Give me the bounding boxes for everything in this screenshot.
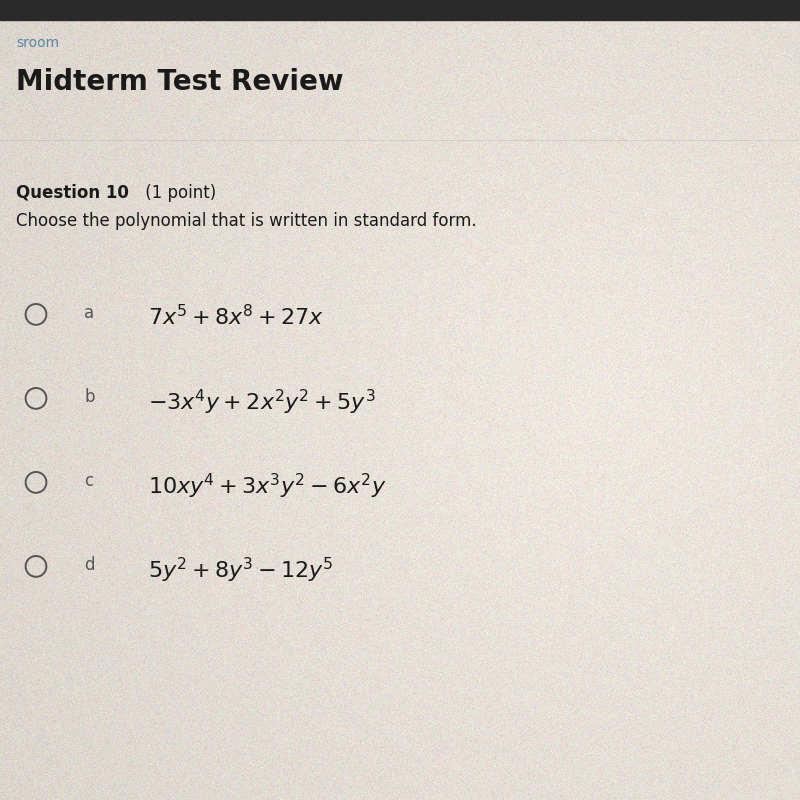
Text: $-3x^4y + 2x^2y^2 + 5y^3$: $-3x^4y + 2x^2y^2 + 5y^3$ <box>148 388 375 418</box>
Text: (1 point): (1 point) <box>140 184 216 202</box>
Text: Choose the polynomial that is written in standard form.: Choose the polynomial that is written in… <box>16 212 477 230</box>
Text: a: a <box>84 304 94 322</box>
Bar <box>0 0 800 20</box>
Text: Question 10: Question 10 <box>16 184 129 202</box>
Text: $5y^2 + 8y^3 - 12y^5$: $5y^2 + 8y^3 - 12y^5$ <box>148 556 334 585</box>
Text: $7x^5 + 8x^8 + 27x$: $7x^5 + 8x^8 + 27x$ <box>148 304 324 330</box>
Text: b: b <box>84 388 94 406</box>
Text: d: d <box>84 556 94 574</box>
Text: sroom: sroom <box>16 36 59 50</box>
Text: Midterm Test Review: Midterm Test Review <box>16 68 343 96</box>
Text: c: c <box>84 472 93 490</box>
Text: $10xy^4 + 3x^3y^2 - 6x^2y$: $10xy^4 + 3x^3y^2 - 6x^2y$ <box>148 472 386 501</box>
